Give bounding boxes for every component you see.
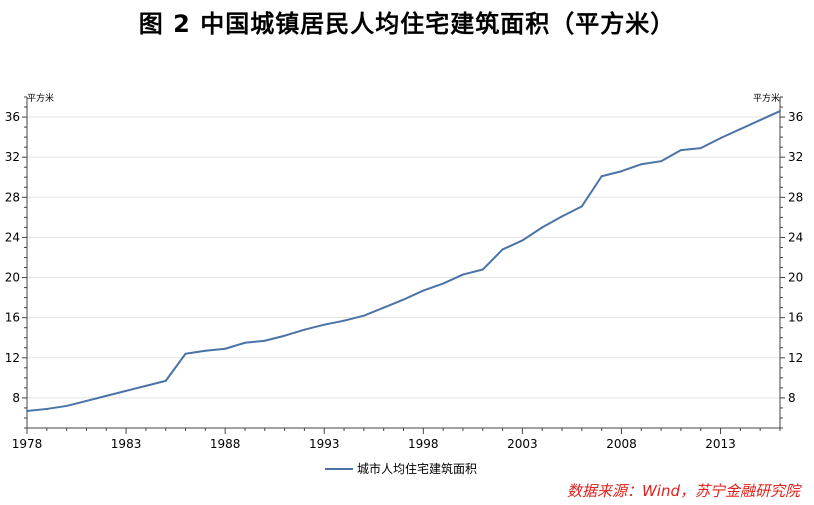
page-title: 图 2 中国城镇居民人均住宅建筑面积（平方米） xyxy=(138,10,676,38)
data-point xyxy=(541,226,544,229)
data-point xyxy=(125,389,128,392)
x-tick-label: 1983 xyxy=(111,437,142,451)
y-tick-label-left: 8 xyxy=(12,391,20,405)
data-point xyxy=(660,160,663,163)
data-point xyxy=(323,323,326,326)
data-point xyxy=(422,289,425,292)
data-point xyxy=(561,215,564,218)
x-tick-label: 1993 xyxy=(309,437,340,451)
data-point xyxy=(144,384,147,387)
data-point xyxy=(263,339,266,342)
data-point xyxy=(580,205,583,208)
x-tick-label: 1988 xyxy=(210,437,241,451)
y-tick-label-right: 16 xyxy=(788,311,803,325)
legend-label: 城市人均住宅建筑面积 xyxy=(357,461,477,476)
series-line xyxy=(26,110,781,412)
y-tick-label-right: 32 xyxy=(788,150,803,164)
data-point xyxy=(481,268,484,271)
data-point xyxy=(719,137,722,140)
y-tick-label-left: 36 xyxy=(5,110,20,124)
y-tick-label-left: 32 xyxy=(5,150,20,164)
data-point xyxy=(164,379,167,382)
data-point xyxy=(501,248,504,251)
data-point xyxy=(759,119,762,122)
data-point xyxy=(243,341,246,344)
data-point xyxy=(679,149,682,152)
x-tick-label: 2013 xyxy=(705,437,736,451)
y-tick-label-right: 20 xyxy=(788,271,803,285)
series-layer xyxy=(26,110,781,412)
data-point xyxy=(442,282,445,285)
data-point xyxy=(343,319,346,322)
data-point xyxy=(45,407,48,410)
x-tick-label: 2003 xyxy=(507,437,538,451)
y-tick-label-left: 20 xyxy=(5,271,20,285)
y-tick-label-left: 16 xyxy=(5,311,20,325)
legend: 城市人均住宅建筑面积 xyxy=(325,461,477,476)
y-tick-label-left: 12 xyxy=(5,351,20,365)
data-point xyxy=(26,409,28,412)
data-point xyxy=(184,352,187,355)
data-point xyxy=(362,314,365,317)
y-tick-label-right: 36 xyxy=(788,110,803,124)
gridlines xyxy=(27,116,780,399)
y-unit-left: 平方米 xyxy=(27,92,54,104)
y-tick-label-right: 28 xyxy=(788,190,803,204)
data-point xyxy=(402,298,405,301)
x-tick-label: 1998 xyxy=(408,437,439,451)
data-point xyxy=(739,128,742,131)
data-point xyxy=(224,347,227,350)
data-point xyxy=(65,404,68,407)
data-point xyxy=(85,399,88,402)
data-point xyxy=(521,239,524,242)
data-point xyxy=(382,306,385,309)
data-point xyxy=(303,328,306,331)
data-point xyxy=(600,175,603,178)
data-point xyxy=(620,170,623,173)
y-unit-right: 平方米 xyxy=(753,92,780,104)
y-tick-label-right: 8 xyxy=(788,391,796,405)
source-note: 数据来源：Wind，苏宁金融研究院 xyxy=(566,482,800,500)
data-point xyxy=(640,163,643,166)
data-point xyxy=(283,334,286,337)
y-tick-label-left: 28 xyxy=(5,190,20,204)
axis-ticks: 8 8 12 12 16 16 20 20 24 24 28 28 32 32 36 36 平方米 平方米 1978… xyxy=(5,92,804,451)
data-point xyxy=(204,349,207,352)
data-point xyxy=(779,110,781,113)
y-tick-label-left: 24 xyxy=(5,230,20,244)
x-tick-label: 2008 xyxy=(606,437,637,451)
y-tick-label-right: 12 xyxy=(788,351,803,365)
x-tick-label: 1978 xyxy=(12,437,43,451)
data-point xyxy=(105,394,108,397)
data-point xyxy=(461,273,464,276)
y-tick-label-right: 24 xyxy=(788,230,803,244)
axes xyxy=(26,97,781,429)
data-point xyxy=(699,147,702,150)
